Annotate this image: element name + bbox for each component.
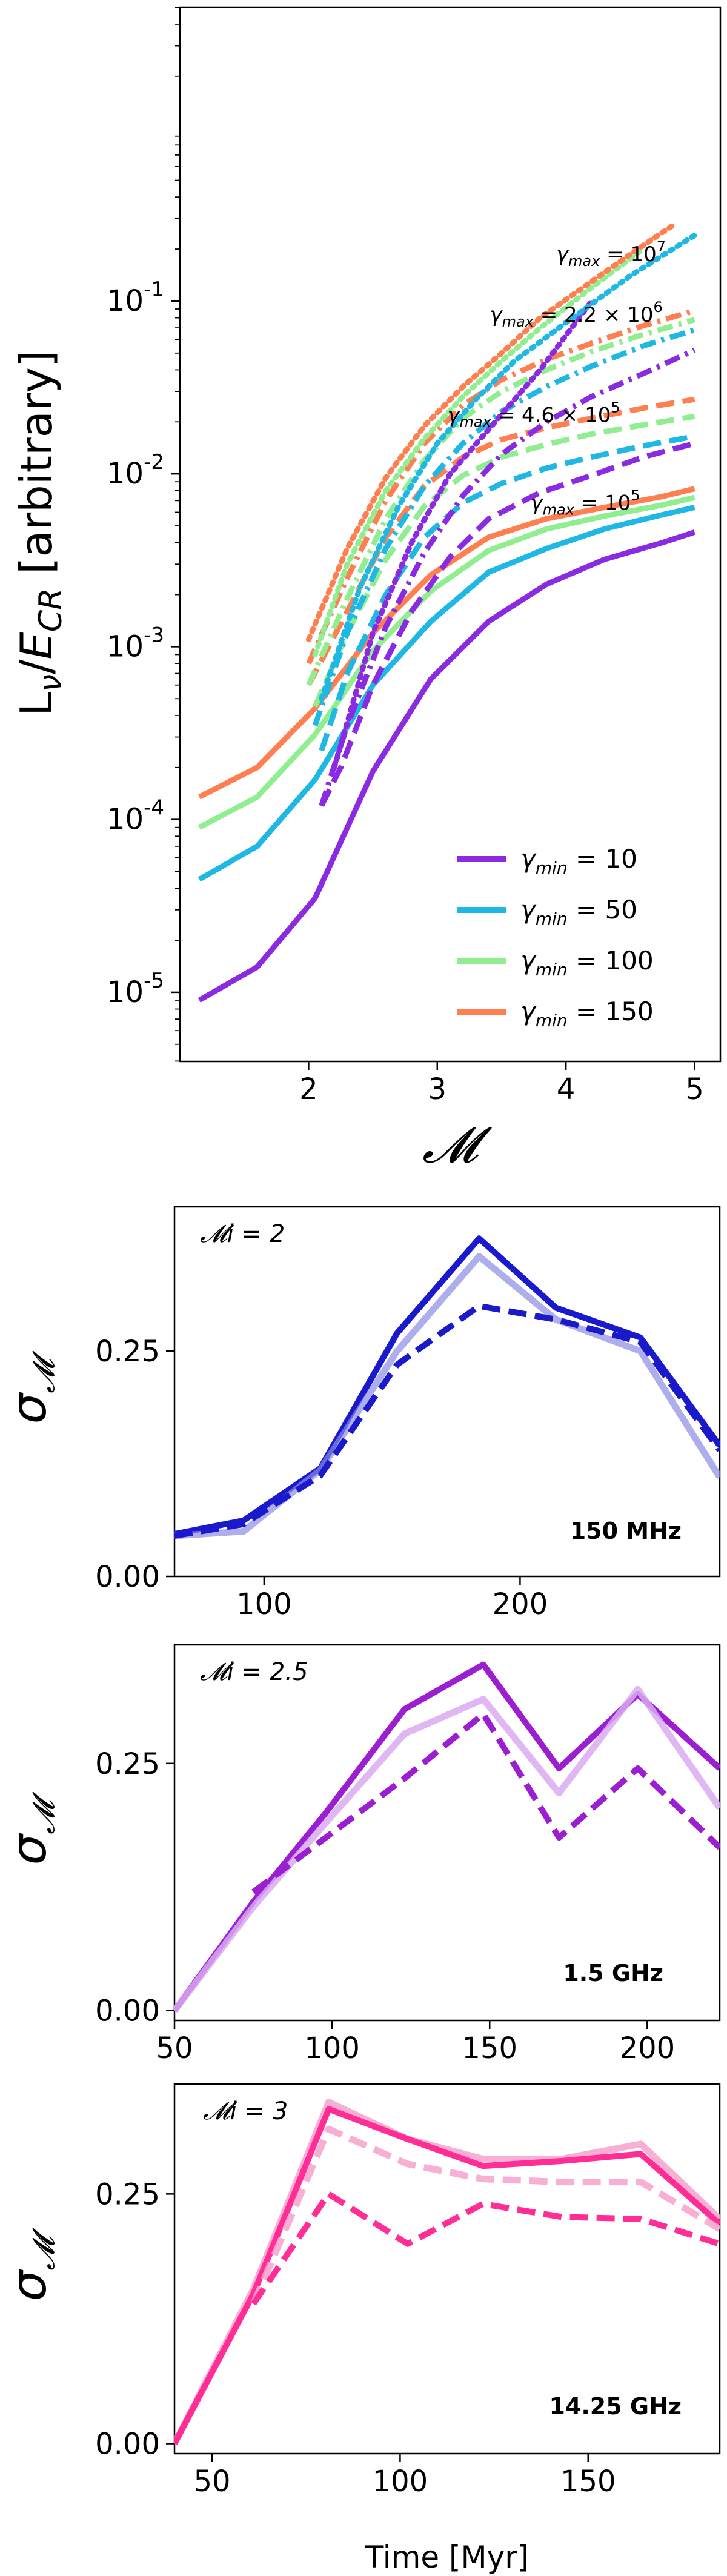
series-line xyxy=(198,529,695,1003)
y-axis-label: σ𝓜 xyxy=(1,2228,61,2302)
y-tick-label: 0.00 xyxy=(95,2428,160,2461)
x-tick-label: 100 xyxy=(304,2031,360,2065)
y-axis-label: Lν/ECR [arbitrary] xyxy=(11,350,69,716)
panel-150mhz: 100 200 0.00 0.25 σ𝓜 𝓜i = 2 150 MHz xyxy=(1,1206,721,1621)
y-axis-label: σ𝓜 xyxy=(1,1791,61,1865)
series-line xyxy=(319,433,695,752)
series-line xyxy=(312,246,646,657)
x-tick-label: 150 xyxy=(462,2031,517,2065)
legend-label: γmin = 50 xyxy=(520,895,637,929)
series-line xyxy=(306,317,695,686)
panel-14-25ghz: 50 100 150 0.00 0.25 σ𝓜 𝓜i = 3 14.25 GHz Tim… xyxy=(1,2083,721,2575)
series-line xyxy=(174,1235,720,1538)
series-line xyxy=(331,298,595,771)
x-tick-label: 50 xyxy=(156,2031,193,2065)
clipped-series xyxy=(174,1661,720,2013)
x-axis-label: Time [Myr] xyxy=(365,2540,529,2575)
series-line xyxy=(319,440,695,808)
legend-label: γmin = 10 xyxy=(520,844,637,878)
series-line xyxy=(174,1253,720,1539)
annotations: γmax = 107 γmax = 2.2 × 106 γmax = 4.6 × 1… xyxy=(447,238,666,518)
series-lines xyxy=(174,1235,720,1539)
x-tick-label: 100 xyxy=(236,1587,292,1621)
x-tick-label: 5 xyxy=(685,1072,704,1106)
y-tick-label: 10-4 xyxy=(107,796,164,837)
series-line xyxy=(174,2106,720,2445)
x-tick-label: 2 xyxy=(299,1072,318,1106)
y-tick-label: 0.25 xyxy=(95,2177,160,2211)
y-tick-label: 0.00 xyxy=(95,1994,160,2028)
axis-ticks: 50 100 150 200 0.00 0.25 xyxy=(95,1747,675,2065)
axis-ticks: 100 200 0.00 0.25 xyxy=(95,1335,548,1621)
mach-label: 𝓜i = 3 xyxy=(203,2097,288,2125)
y-tick-label: 10-1 xyxy=(107,277,164,318)
series-lines xyxy=(198,221,697,1003)
gamma-max-annotation: γmax = 4.6 × 105 xyxy=(447,399,620,430)
series-line xyxy=(312,327,695,726)
gamma-max-annotation: γmax = 2.2 × 106 xyxy=(490,299,663,330)
legend-label: γmin = 150 xyxy=(520,997,654,1031)
x-tick-label: 50 xyxy=(194,2465,231,2498)
series-lines xyxy=(174,1661,720,2013)
plot-frame xyxy=(173,1644,721,2022)
gamma-max-annotation: γmax = 107 xyxy=(556,238,666,270)
series-line xyxy=(198,494,695,830)
x-tick-label: 4 xyxy=(557,1072,576,1106)
y-tick-label: 0.25 xyxy=(95,1747,160,1781)
series-line xyxy=(319,233,697,702)
clipped-series xyxy=(174,2099,720,2445)
y-tick-label: 10-2 xyxy=(107,450,164,491)
x-tick-label: 200 xyxy=(620,2031,676,2065)
series-line xyxy=(319,347,696,807)
gamma-max-annotation: γmax = 105 xyxy=(530,486,640,518)
series-line xyxy=(250,2125,720,2305)
x-tick-label: 3 xyxy=(428,1072,446,1106)
frequency-label: 14.25 GHz xyxy=(549,2393,682,2420)
series-line xyxy=(306,308,695,665)
y-tick-label: 0.25 xyxy=(95,1335,160,1369)
series-line xyxy=(251,1711,720,1894)
x-tick-label: 200 xyxy=(493,1587,548,1621)
series-line xyxy=(305,221,679,643)
series-line xyxy=(251,2191,720,2306)
axis-ticks: 50 100 150 0.00 0.25 xyxy=(95,2177,616,2498)
x-tick-label: 100 xyxy=(373,2465,428,2498)
series-line xyxy=(198,505,695,882)
clipped-series xyxy=(174,1235,720,1539)
series-lines xyxy=(174,2099,720,2445)
panel-1-5ghz: 50 100 150 200 0.00 0.25 σ𝓜 𝓜i = 2.5 1.5 GHz xyxy=(1,1644,721,2065)
mach-label: 𝓜i = 2 xyxy=(200,1220,285,1248)
series-line xyxy=(174,1685,720,2013)
x-tick-label: 150 xyxy=(560,2465,616,2498)
legend: γmin = 10 γmin = 50 γmin = 100 γmin = 150 xyxy=(457,844,654,1031)
mach-label: 𝓜i = 2.5 xyxy=(200,1658,308,1686)
plot-frame xyxy=(173,2083,721,2455)
frequency-label: 1.5 GHz xyxy=(563,1960,663,1987)
y-tick-label: 10-5 xyxy=(107,969,164,1009)
legend-label: γmin = 100 xyxy=(520,946,654,980)
frequency-label: 150 MHz xyxy=(570,1518,682,1544)
series-line xyxy=(198,486,695,800)
series-line xyxy=(306,396,695,686)
plot-frame xyxy=(173,1206,721,1578)
y-tick-label: 0.00 xyxy=(95,1560,160,1594)
series-line xyxy=(312,413,695,708)
panel-luminosity: 2 3 4 510-510-410-310-210-1 γmax = 107γmax … xyxy=(11,6,722,1174)
plot-frame xyxy=(179,6,722,1063)
series-line xyxy=(174,1303,720,1539)
x-axis-label: 𝓜 xyxy=(422,1117,492,1174)
y-tick-label: 10-3 xyxy=(107,623,164,663)
y-axis-label: σ𝓜 xyxy=(1,1350,61,1424)
